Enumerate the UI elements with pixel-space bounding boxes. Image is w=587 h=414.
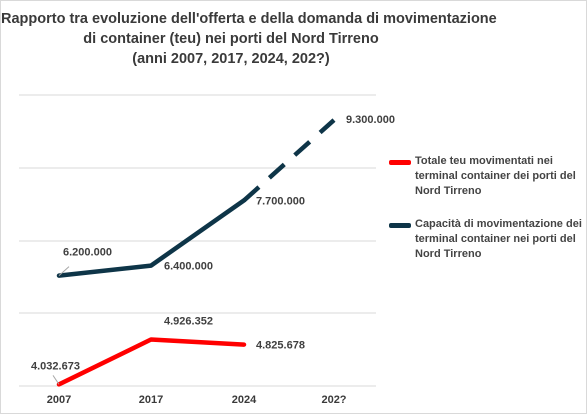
x-tick-label-2017: 2017 xyxy=(139,394,163,406)
x-tick-label-202?: 202? xyxy=(321,394,346,406)
legend-label-capacita: Capacità di movimentazione dei terminal … xyxy=(415,218,582,260)
data-label-0-0: 4.032.673 xyxy=(31,360,80,372)
data-label-leader-1-0 xyxy=(58,266,70,276)
legend-label-teu-movimentati: Totale teu movimentati nei terminal cont… xyxy=(415,155,576,197)
legend-swatch-teu-movimentati xyxy=(389,160,411,165)
data-label-0-1: 4.926.352 xyxy=(164,316,213,328)
chart-title-line-3: (anni 2007, 2017, 2024, 202?) xyxy=(132,51,330,67)
chart-title-line-1: Rapporto tra evoluzione dell'offerta e d… xyxy=(1,11,497,27)
data-label-1-2: 7.700.000 xyxy=(256,195,305,207)
data-label-1-3: 9.300.000 xyxy=(346,114,395,126)
chart-title-line-2: di container (teu) nei porti del Nord Ti… xyxy=(83,31,379,47)
data-label-0-2: 4.825.678 xyxy=(256,340,305,352)
series-line-1 xyxy=(56,198,247,278)
chart-title: Rapporto tra evoluzione dell'offerta e d… xyxy=(1,9,497,69)
series-line-0 xyxy=(56,337,247,387)
data-label-leader-0-0 xyxy=(52,375,60,385)
legend-swatch-capacita xyxy=(389,223,411,228)
data-label-1-1: 6.400.000 xyxy=(164,261,213,273)
x-tick-label-2024: 2024 xyxy=(232,394,257,406)
series-line-1-projected xyxy=(242,118,336,203)
x-tick-label-2007: 2007 xyxy=(47,394,71,406)
data-label-1-0: 6.200.000 xyxy=(63,247,112,259)
